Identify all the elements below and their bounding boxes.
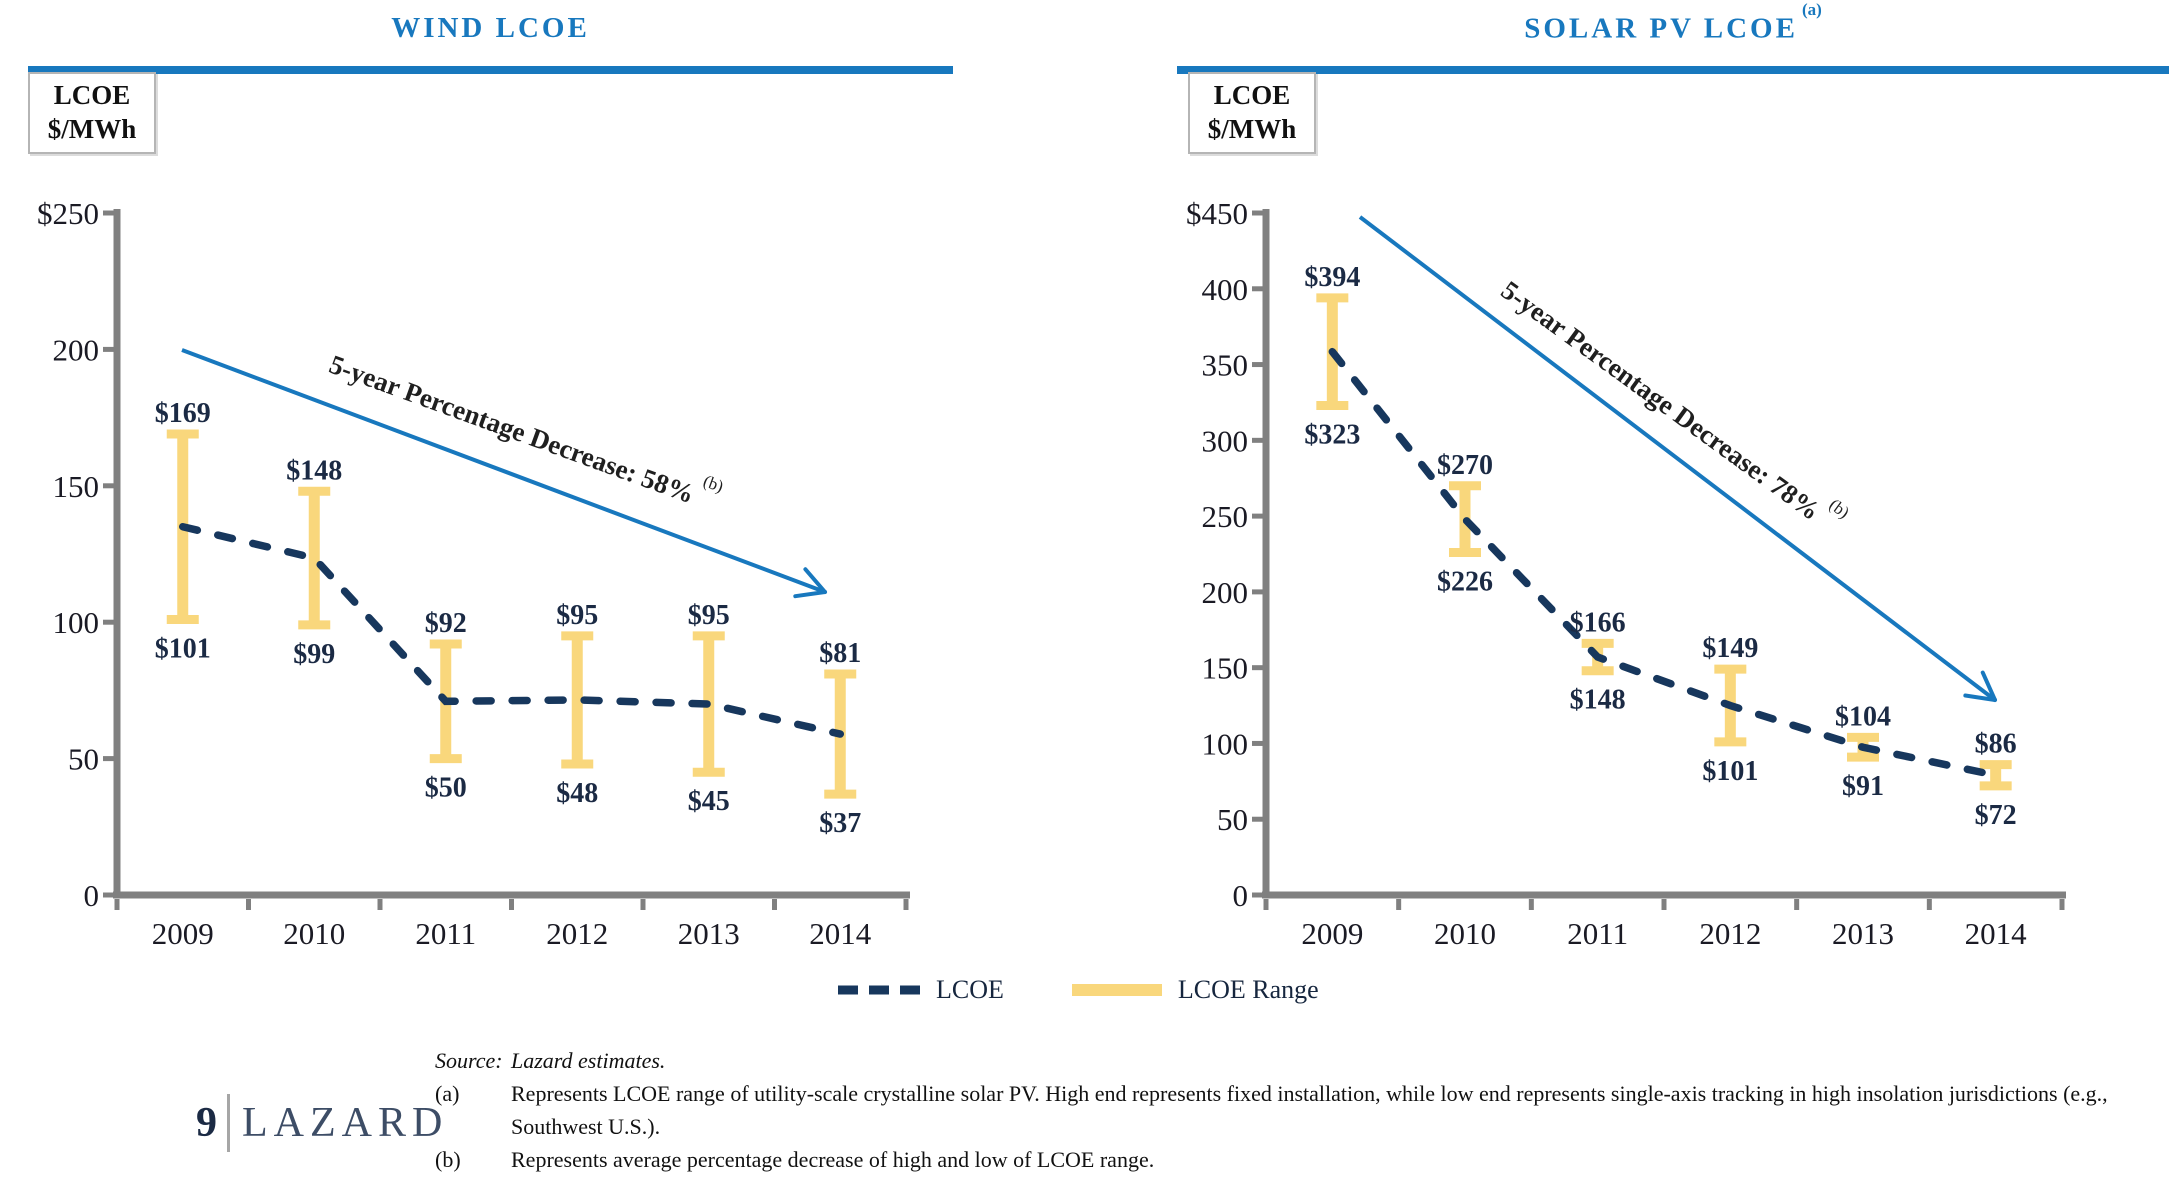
y-axis-tick-label: 350 [1202,348,1249,383]
solar-axis-unit-line1: LCOE [1213,80,1291,111]
y-axis-tick-label: 100 [1202,726,1249,761]
logo-divider [227,1094,230,1152]
footnotes: Source: Lazard estimates. (a) Represents… [435,1044,2145,1176]
y-axis-tick-label: 0 [84,878,100,913]
solar-axis-unit-box: LCOE $/MWh [1188,72,1316,154]
range-low-label: $45 [688,786,730,817]
range-high-label: $394 [1304,262,1360,293]
wind-axis-unit-line2: $/MWh [47,114,137,144]
footnote-b-text: Represents average percentage decrease o… [511,1147,1155,1172]
range-high-label: $166 [1570,607,1626,638]
y-axis-tick-label: 150 [53,469,100,504]
footnote-a-line1: Represents LCOE range of utility-scale c… [511,1081,2108,1106]
range-high-label: $104 [1835,701,1891,732]
solar-chart-title: SOLAR PV LCOE(a) [1177,0,2169,46]
wind-title-underline [28,66,953,74]
footnote-source-text: Lazard estimates. [511,1048,666,1073]
footnote-a-text: Represents LCOE range of utility-scale c… [511,1077,2145,1143]
lcoe-range-bar-swatch [1071,984,1162,996]
trend-arrow-head [1980,670,1997,702]
legend-label-lcoe: LCOE [936,975,1004,1004]
wind-chart-title: WIND LCOE [28,12,953,45]
range-high-label: $148 [286,455,342,486]
lcoe-dashed-line [1328,347,2000,780]
trend-arrow-line [181,348,826,594]
year-label: 2009 [1301,916,1363,951]
year-label: 2013 [1832,916,1894,951]
range-low-label: $37 [819,808,861,839]
range-low-label: $91 [1842,771,1884,802]
range-low-label: $323 [1304,419,1360,450]
y-axis-tick-label: 150 [1202,651,1249,686]
year-label: 2010 [1434,916,1496,951]
lcoe-dashed-line-swatch [838,985,920,995]
y-axis-tick-label: 50 [68,742,99,777]
range-high-label: $92 [425,608,467,639]
range-low-label: $48 [556,778,598,809]
range-low-label: $101 [155,633,211,664]
y-axis-tick-label: 200 [53,332,100,367]
range-high-label: $169 [155,398,211,429]
trend-arrow-head [803,567,827,594]
y-axis-tick-label: 250 [1202,499,1249,534]
y-axis-tick-label: 100 [53,605,100,640]
range-high-label: $81 [819,638,861,669]
range-low-label: $101 [1702,756,1758,787]
solar-axis-unit-line2: $/MWh [1207,114,1297,144]
year-label: 2011 [1567,916,1628,951]
range-low-label: $72 [1975,800,2017,831]
solar-title-underline [1177,66,2169,74]
footnote-source-row: Source: Lazard estimates. [435,1044,2145,1077]
page-number: 9 [196,1100,217,1146]
wind-chart-title-text: WIND LCOE [391,12,590,44]
year-label: 2009 [152,916,214,951]
y-axis-tick-label: 50 [1217,802,1248,837]
range-high-label: $149 [1702,633,1758,664]
wind-axis-unit-box: LCOE $/MWh [28,72,156,154]
range-low-label: $99 [293,639,335,670]
solar-title-footnote-ref: (a) [1801,0,1822,19]
trend-arrow-head [1963,693,1997,702]
footnote-a-line2: Southwest U.S.). [511,1114,661,1139]
range-low-label: $148 [1570,685,1626,716]
range-low-label: $226 [1437,566,1493,597]
wind-chart: 0 50 100 150 200 $250 2009 2010 2011 2012 2013 2014… [37,196,910,951]
range-low-label: $50 [425,773,467,804]
range-high-label: $86 [1975,729,2017,760]
y-axis-tick-label: 400 [1202,272,1249,307]
year-label: 2014 [809,916,872,951]
logo-brand-name: LAZARD [242,1100,449,1146]
year-label: 2011 [415,916,476,951]
lazard-logo: 9 LAZARD [196,1094,448,1152]
year-label: 2010 [283,916,345,951]
solar-chart-title-text: SOLAR PV LCOE [1524,12,1798,45]
footnote-a-label: (a) [435,1081,460,1106]
year-label: 2012 [1699,916,1761,951]
y-axis-tick-label: 300 [1202,423,1249,458]
wind-axis-unit-line1: LCOE [53,80,131,111]
year-label: 2012 [546,916,608,951]
trend-arrow-line [1358,215,1997,702]
footnote-b-label: (b) [435,1147,461,1172]
lcoe-dashed-line [179,522,844,738]
year-label: 2014 [1965,916,2028,951]
solar-pv-chart: 0 50 100 150 200 250 300 350 400 $450 2009 2010 2011… [1186,196,2066,951]
range-high-label: $95 [688,600,730,631]
year-label: 2013 [678,916,740,951]
footnote-b-row: (b) Represents average percentage decrea… [435,1143,2145,1176]
y-axis-tick-label: 0 [1233,878,1249,913]
trend-arrow-head [793,590,827,599]
footnote-source-label: Source: [435,1048,503,1073]
range-high-label: $95 [556,600,598,631]
legend: LCOE LCOE Range [838,975,1319,1005]
y-axis-tick-label: $250 [37,196,99,231]
y-axis-tick-label: $450 [1186,196,1248,231]
range-high-label: $270 [1437,450,1493,481]
legend-label-lcoe-range: LCOE Range [1177,975,1319,1004]
footnote-a-row: (a) Represents LCOE range of utility-sca… [435,1077,2145,1143]
y-axis-tick-label: 200 [1202,575,1249,610]
